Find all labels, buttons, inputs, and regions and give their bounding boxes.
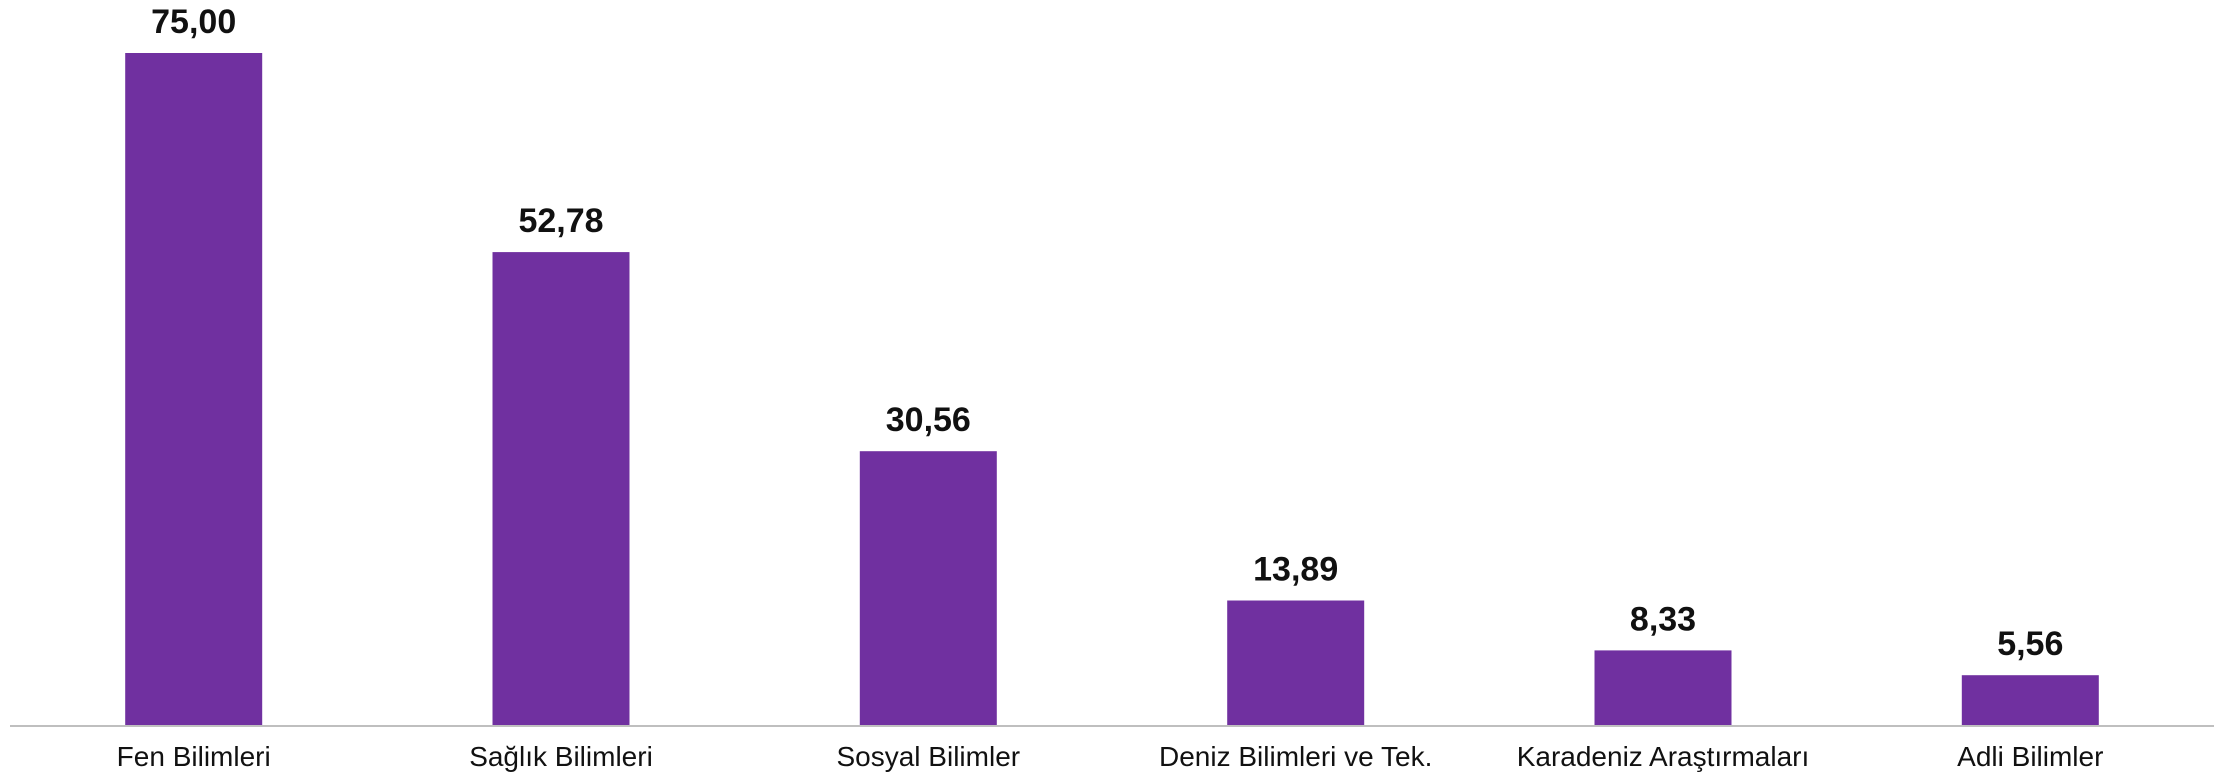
bar-value-label: 8,33	[1630, 600, 1696, 638]
x-tick-label: Deniz Bilimleri ve Tek.	[1159, 741, 1432, 772]
x-tick-label: Adli Bilimler	[1957, 741, 2103, 772]
bar-1	[125, 53, 263, 725]
bar-value-label: 52,78	[518, 202, 603, 240]
bars-group	[125, 53, 2099, 725]
bar-2	[492, 252, 630, 725]
bar-value-label: 75,00	[151, 3, 236, 41]
bar-value-label: 30,56	[886, 401, 971, 439]
bar-5	[1594, 650, 1732, 725]
bar-4	[1227, 600, 1365, 725]
bar-6	[1961, 675, 2099, 725]
x-tick-label: Sağlık Bilimleri	[469, 741, 653, 772]
value-labels-group: 75,00 52,78 30,56 13,89 8,33 5,56	[151, 3, 2063, 663]
bar-value-label: 5,56	[1997, 625, 2063, 663]
x-tick-label: Sosyal Bilimler	[836, 741, 1020, 772]
category-labels-group: Fen Bilimleri Sağlık Bilimleri Sosyal Bili…	[117, 741, 2104, 772]
bar-value-label: 13,89	[1253, 551, 1338, 589]
x-tick-label: Fen Bilimleri	[117, 741, 271, 772]
x-tick-label: Karadeniz Araştırmaları	[1517, 741, 1810, 772]
bar-3	[859, 451, 997, 725]
